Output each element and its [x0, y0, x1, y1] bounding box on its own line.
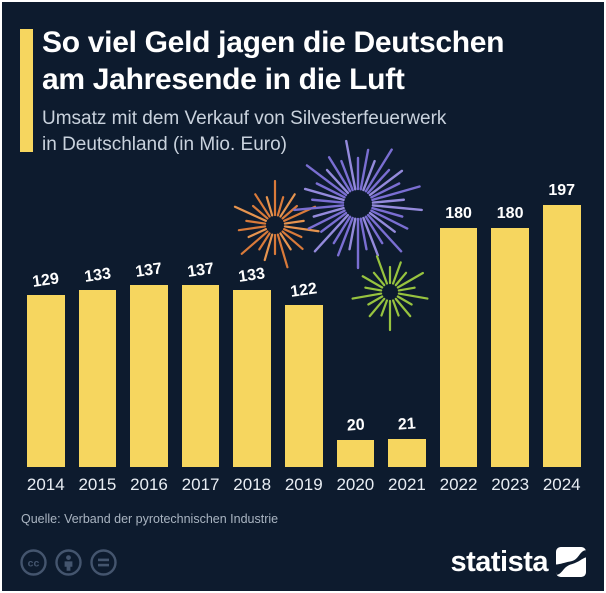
bar-value-label: 197 [548, 182, 576, 199]
x-axis-label-2016: 2016 [130, 475, 168, 494]
x-axis-label-2024: 2024 [542, 475, 581, 494]
bar-value-label: 180 [445, 205, 472, 222]
bar-column-2016: 137 2016 [130, 197, 168, 494]
x-axis-label-2019: 2019 [284, 475, 323, 494]
bar-value-label: 133 [237, 265, 267, 286]
bar-2023 [491, 228, 529, 467]
x-axis-label-2017: 2017 [181, 475, 220, 494]
bar-column-2015: 133 2015 [78, 197, 117, 494]
bar-column-2022: 180 2022 [439, 197, 478, 494]
bar-2014 [27, 295, 65, 467]
bar-2020 [336, 440, 375, 467]
x-axis-label-2020: 2020 [336, 475, 375, 494]
x-axis-label-2018: 2018 [233, 475, 272, 494]
bar-value-label: 137 [186, 260, 215, 281]
svg-text:cc: cc [28, 558, 40, 570]
chart-title: So viel Geld jagen die Deutschen am Jahr… [42, 24, 505, 98]
attribution-icon[interactable] [55, 549, 82, 576]
accent-bar [20, 29, 33, 152]
statista-logo-mark [556, 547, 586, 577]
subtitle-line-2: in Deutschland (in Mio. Euro) [42, 134, 287, 155]
x-axis-label-2022: 2022 [439, 475, 478, 494]
bar-value-label: 20 [345, 416, 365, 435]
bar-value-label: 133 [82, 265, 112, 286]
bar-value-label: 137 [134, 260, 164, 281]
bar-column-2023: 180 2023 [491, 197, 529, 494]
bar-column-2021: 21 2021 [388, 197, 426, 494]
x-axis-label-2014: 2014 [26, 475, 65, 494]
statista-logo[interactable]: statista [450, 546, 586, 578]
bar-column-2020: 20 2020 [336, 197, 375, 494]
x-axis-label-2023: 2023 [491, 475, 530, 494]
bar-2024 [542, 205, 581, 467]
bar-column-2024: 197 2024 [542, 182, 581, 494]
bar-2022 [439, 228, 478, 467]
source-text: Quelle: Verband der pyrotechnischen Indu… [21, 512, 279, 526]
title-line-2: am Jahresende in die Luft [42, 63, 405, 96]
bar-value-label: 122 [289, 280, 319, 301]
cc-icon[interactable]: cc [20, 549, 47, 576]
bar-column-2017: 137 2017 [181, 197, 220, 494]
bar-2016 [130, 285, 168, 467]
bar-chart: 129 2014 133 2015 137 2016 137 2017 133 2018 122 20… [27, 182, 581, 494]
subtitle-line-1: Umsatz mit dem Verkauf von Silvesterfeue… [42, 108, 447, 129]
bar-column-2019: 122 2019 [284, 197, 323, 494]
statista-wordmark: statista [450, 546, 548, 578]
bar-2017 [181, 285, 220, 467]
x-axis-label-2021: 2021 [388, 475, 426, 494]
title-line-1: So viel Geld jagen die Deutschen [42, 26, 505, 59]
bar-column-2018: 133 2018 [233, 197, 271, 494]
bar-2015 [78, 290, 117, 467]
bar-2018 [233, 290, 271, 467]
bar-value-label: 129 [31, 270, 61, 291]
no-derivatives-icon[interactable] [90, 549, 117, 576]
bar-value-label: 21 [397, 415, 417, 434]
bar-column-2014: 129 2014 [27, 197, 65, 494]
bar-2019 [284, 305, 323, 467]
bar-value-label: 180 [496, 205, 524, 222]
license-icons[interactable]: cc [20, 549, 117, 576]
x-axis-label-2015: 2015 [78, 475, 117, 494]
bar-2021 [388, 439, 426, 467]
chart-subtitle: Umsatz mit dem Verkauf von Silvesterfeue… [42, 106, 446, 158]
